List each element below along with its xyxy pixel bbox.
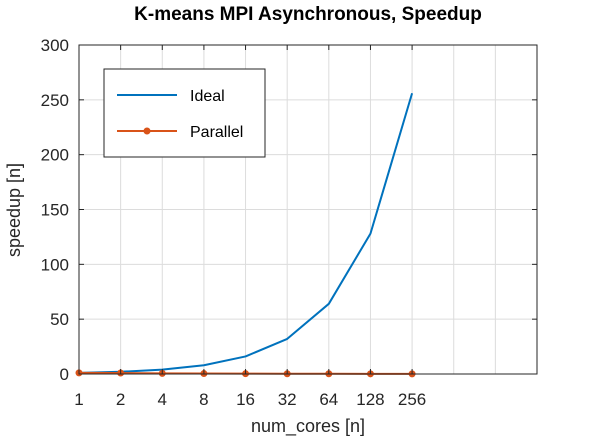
- y-tick-label: 100: [41, 255, 69, 274]
- x-tick-label: 8: [199, 390, 208, 409]
- chart-title: K-means MPI Asynchronous, Speedup: [134, 4, 482, 25]
- legend-marker-parallel: [143, 127, 151, 135]
- y-tick-label: 50: [50, 310, 69, 329]
- legend-label-parallel: Parallel: [190, 124, 243, 141]
- legend-label-ideal: Ideal: [190, 88, 225, 105]
- y-tick-label: 250: [41, 91, 69, 110]
- x-axis-label: num_cores [n]: [251, 416, 365, 437]
- y-tick-label: 300: [41, 36, 69, 55]
- x-axis: 1 2 4 8 16 32 64 128 256: [74, 45, 426, 409]
- series-line-ideal: [78, 92, 414, 374]
- legend: Ideal Parallel: [103, 68, 266, 158]
- legend-box: [103, 68, 266, 158]
- y-axis: 0 50 100 150 200 250 300: [41, 36, 537, 384]
- x-tick-label: 16: [236, 390, 255, 409]
- x-tick-label: 256: [398, 390, 426, 409]
- y-tick-label: 200: [41, 146, 69, 165]
- x-tick-label: 32: [278, 390, 297, 409]
- x-tick-label: 64: [319, 390, 338, 409]
- x-tick-label: 1: [74, 390, 83, 409]
- x-tick-label: 4: [158, 390, 167, 409]
- x-tick-label: 2: [116, 390, 125, 409]
- x-tick-label: 128: [356, 390, 384, 409]
- y-tick-label: 150: [41, 201, 69, 220]
- y-axis-label: speedup [n]: [4, 163, 24, 257]
- y-tick-label: 0: [60, 365, 69, 384]
